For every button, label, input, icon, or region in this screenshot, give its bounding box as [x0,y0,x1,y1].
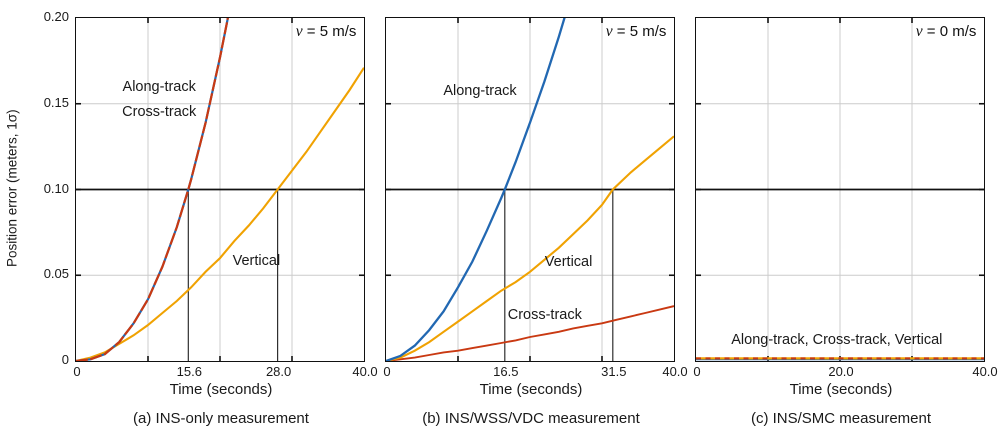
curve-label: Vertical [232,252,281,269]
velocity-annotation: v = 5 m/s [295,23,357,40]
x-tick-label: 40.0 [662,364,688,379]
y-tick-label: 0.20 [43,9,69,24]
x-tick-label: 31.5 [601,364,627,379]
chart-panel-a: Along-track Cross-track Vertical v = 5 m/s 0… [44,0,378,444]
velocity-annotation: v = 0 m/s [915,23,977,40]
curve-label: Vertical [544,254,593,271]
series-vertical [386,135,675,361]
plot-canvas-b [386,18,675,361]
series-cross-track [76,18,230,361]
y-tick-label: 0.10 [43,180,69,196]
chart-caption: (b) INS/WSS/VDC measurement [422,410,640,427]
y-axis-title: Position error (meters, 1σ) [4,109,20,268]
curve-label: Along-track, Cross-track, Vertical [731,332,943,349]
x-axis-title: Time (seconds) [479,381,583,398]
y-tick-label: 0.15 [43,94,69,110]
x-axis-title: Time (seconds) [169,381,273,398]
x-axis-title: Time (seconds) [789,381,893,398]
plot-area-b: Along-track Vertical Cross-track v = 5 m/s [385,17,676,362]
velocity-annotation: v = 5 m/s [605,23,667,40]
series-vertical [76,67,365,361]
y-tick-label: 0 [61,352,69,367]
plot-area-c: Along-track, Cross-track, Vertical v = 0 … [695,17,986,362]
x-tick-label: 20.0 [828,364,854,379]
x-tick-label: 16.5 [493,364,519,379]
curve-label: Along-track [122,79,196,96]
curve-label: Along-track [443,82,517,99]
curve-label: Cross-track [122,104,197,121]
x-tick-label: 28.0 [265,364,292,379]
x-tick-label: 40.0 [352,364,378,379]
curve-label: Cross-track [507,307,582,324]
plot-area-a: Along-track Cross-track Vertical v = 5 m/s [75,17,366,362]
x-tick-label: 15.6 [176,364,202,379]
chart-caption: (a) INS-only measurement [133,410,309,427]
chart-panel-b: Along-track Vertical Cross-track v = 5 m/s 0… [383,0,688,444]
series-cross-track [386,305,675,361]
x-tick-label: 0 [73,364,81,379]
plot-canvas-c [696,18,985,361]
x-tick-label: 0 [383,364,391,379]
chart-panel-c: Along-track, Cross-track, Vertical v = 0 … [693,0,998,444]
x-tick-label: 40.0 [972,364,998,379]
chart-caption: (c) INS/SMC measurement [750,410,932,427]
x-tick-label: 0 [693,364,701,379]
y-tick-label: 0.05 [43,266,69,282]
series-along-track [386,18,567,361]
plot-canvas-a [76,18,365,361]
